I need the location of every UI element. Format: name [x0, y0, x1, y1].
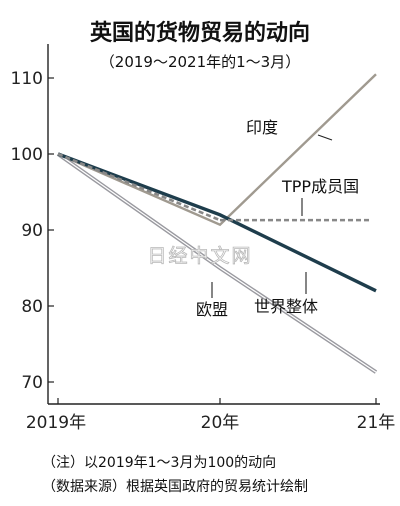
y-tick-label: 90	[21, 221, 43, 241]
watermark: 日经中文网	[147, 245, 252, 267]
series-layer	[56, 73, 378, 374]
series-label-india: 印度	[246, 118, 278, 137]
series-line-india	[57, 73, 377, 227]
y-tick-label: 70	[21, 373, 43, 393]
x-tick-label: 21年	[357, 413, 396, 433]
chart-title: 英国的货物贸易的动向	[90, 20, 310, 46]
series-line-tpp-early	[57, 152, 221, 222]
x-tick-label: 2019年	[26, 413, 86, 433]
y-tick-label: 80	[21, 297, 43, 317]
footnote-source: （数据来源）根据英国政府的贸易统计绘制	[42, 478, 308, 495]
series-line-eu-inner	[57, 153, 377, 373]
footnote-note: （注）以2019年1〜3月为100的动向	[42, 455, 276, 471]
series-label-eu: 欧盟	[196, 300, 228, 319]
series-label-world: 世界整体	[254, 297, 318, 316]
x-tick-label: 20年	[201, 413, 240, 433]
series-line-world	[57, 152, 377, 293]
axes: 70 80 90 100 110 2019年 20年 21年	[11, 44, 396, 433]
chart-subtitle: （2019〜2021年的1〜3月）	[100, 53, 300, 71]
y-tick-label: 100	[11, 145, 43, 165]
y-tick-label: 110	[11, 69, 43, 89]
series-label-tpp: TPP成员国	[281, 177, 359, 196]
leader-line-india	[317, 134, 333, 141]
